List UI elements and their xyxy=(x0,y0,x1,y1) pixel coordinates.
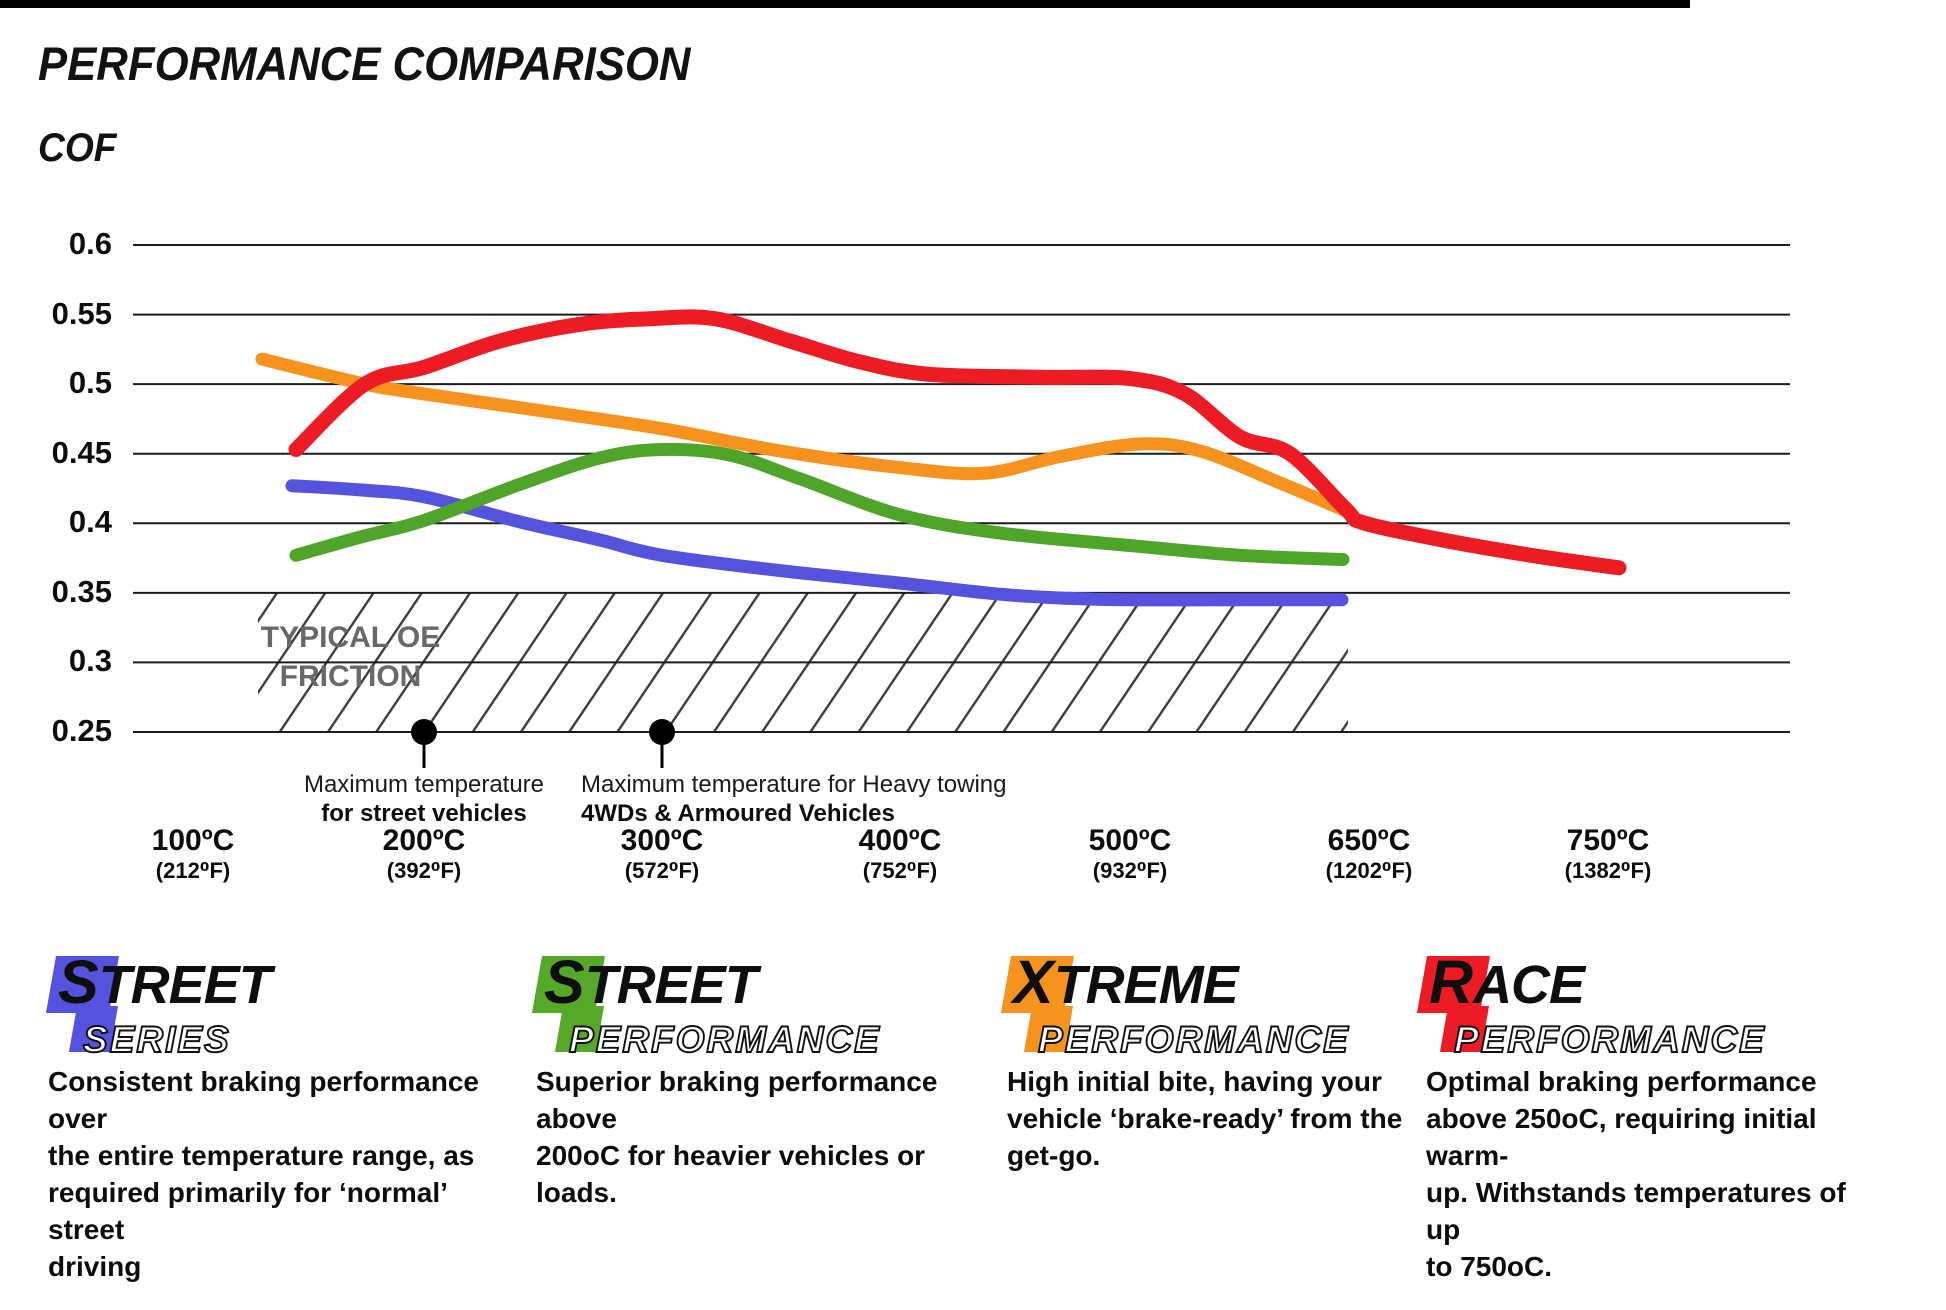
x-tick-fahrenheit: (752⁰F) xyxy=(862,858,938,883)
x-tick-label: 750ºC (1382⁰F) xyxy=(1498,824,1718,884)
street-series-description: Consistent braking performance over the … xyxy=(48,1066,479,1282)
data-series xyxy=(255,309,1627,607)
y-tick-label: 0.6 xyxy=(68,226,112,261)
annotation-line-bold: 4WDs & Armoured Vehicles xyxy=(581,800,895,827)
race-performance-description: Optimal braking performance above 250oC,… xyxy=(1426,1066,1846,1282)
y-tick-label: 0.55 xyxy=(51,295,112,331)
brand-subword: PERFORMANCE xyxy=(1453,1018,1766,1061)
brand-word: RACE xyxy=(1429,948,1585,1016)
legend-street-series: STREET SERIES Consistent braking perform… xyxy=(45,948,479,1282)
x-tick-fahrenheit: (212⁰F) xyxy=(155,858,231,883)
brand-subword: PERFORMANCE xyxy=(568,1018,881,1061)
x-tick-fahrenheit: (572⁰F) xyxy=(624,858,700,883)
x-tick-label: 400ºC (752⁰F) xyxy=(790,824,1010,884)
x-tick-celsius: 200ºC xyxy=(382,824,466,857)
x-tick-fahrenheit: (932⁰F) xyxy=(1092,858,1168,883)
annotation-line: Maximum temperature for Heavy towing xyxy=(581,771,1007,798)
legend-xtreme-performance: XTREME PERFORMANCE High initial bite, ha… xyxy=(1000,948,1402,1171)
series-xtreme-performance xyxy=(255,352,1353,518)
x-tick-celsius: 400ºC xyxy=(858,824,942,857)
x-tick-fahrenheit: (1202⁰F) xyxy=(1325,858,1413,883)
street-series-logo: STREET SERIES xyxy=(45,948,272,1061)
y-tick-label: 0.25 xyxy=(51,713,112,748)
x-tick-celsius: 300ºC xyxy=(620,824,704,857)
x-tick-celsius: 650ºC xyxy=(1327,824,1411,857)
xtreme-performance-description: High initial bite, having your vehicle ‘… xyxy=(1007,1066,1403,1171)
y-tick-label: 0.4 xyxy=(68,504,112,540)
page-title: PERFORMANCE COMPARISON xyxy=(38,37,691,90)
x-tick-celsius: 500ºC xyxy=(1088,824,1172,857)
series-race-performance xyxy=(288,309,1627,576)
y-tick-label: 0.3 xyxy=(68,643,112,679)
x-tick-label: 650ºC (1202⁰F) xyxy=(1259,824,1479,884)
race-performance-logo: RACE PERFORMANCE xyxy=(1416,948,1766,1061)
x-tick-fahrenheit: (392⁰F) xyxy=(386,858,462,883)
temperature-marker-dots xyxy=(411,719,675,768)
series-street-performance xyxy=(289,442,1350,566)
y-axis-title: COF xyxy=(38,126,117,170)
temperature-marker-dot xyxy=(411,719,437,745)
street-performance-description: Superior braking performance above 200oC… xyxy=(536,1066,938,1208)
y-tick-label: 0.5 xyxy=(68,365,112,401)
x-tick-label: 300ºC (572⁰F) xyxy=(552,824,772,884)
brand-word: STREET xyxy=(58,948,272,1016)
y-tick-label: 0.35 xyxy=(51,573,112,609)
x-tick-label: 500ºC (932⁰F) xyxy=(1020,824,1240,884)
x-tick-celsius: 750ºC xyxy=(1566,824,1650,857)
brand-word: XTREME xyxy=(1013,948,1239,1016)
brand-subword: SERIES xyxy=(82,1018,231,1061)
brand-word: STREET xyxy=(544,948,758,1016)
x-tick-celsius: 100ºC xyxy=(151,824,235,857)
series-street-series xyxy=(285,479,1349,607)
x-tick-label: 200ºC (392⁰F) xyxy=(314,824,534,884)
street-performance-logo: STREET PERFORMANCE xyxy=(531,948,881,1061)
x-tick-fahrenheit: (1382⁰F) xyxy=(1564,858,1652,883)
legend-street-performance: STREET PERFORMANCE Superior braking perf… xyxy=(531,948,937,1208)
annotation-max-temp-street: Maximum temperature for street vehicles xyxy=(214,771,634,828)
annotation-line: Maximum temperature xyxy=(303,771,545,798)
top-border-bar xyxy=(0,0,1690,8)
y-tick-label: 0.45 xyxy=(51,434,112,470)
annotation-max-temp-heavy-towing: Maximum temperature for Heavy towing 4WD… xyxy=(581,771,1141,828)
x-tick-label: 100ºC (212⁰F) xyxy=(83,824,303,884)
temperature-marker-dot xyxy=(649,719,675,745)
legend-race-performance: RACE PERFORMANCE Optimal braking perform… xyxy=(1416,948,1846,1282)
annotation-line-bold: for street vehicles xyxy=(321,800,527,827)
typical-oe-friction-label: TYPICAL OE FRICTION xyxy=(260,621,441,693)
xtreme-performance-logo: XTREME PERFORMANCE xyxy=(1000,948,1350,1061)
brand-subword: PERFORMANCE xyxy=(1037,1018,1350,1061)
